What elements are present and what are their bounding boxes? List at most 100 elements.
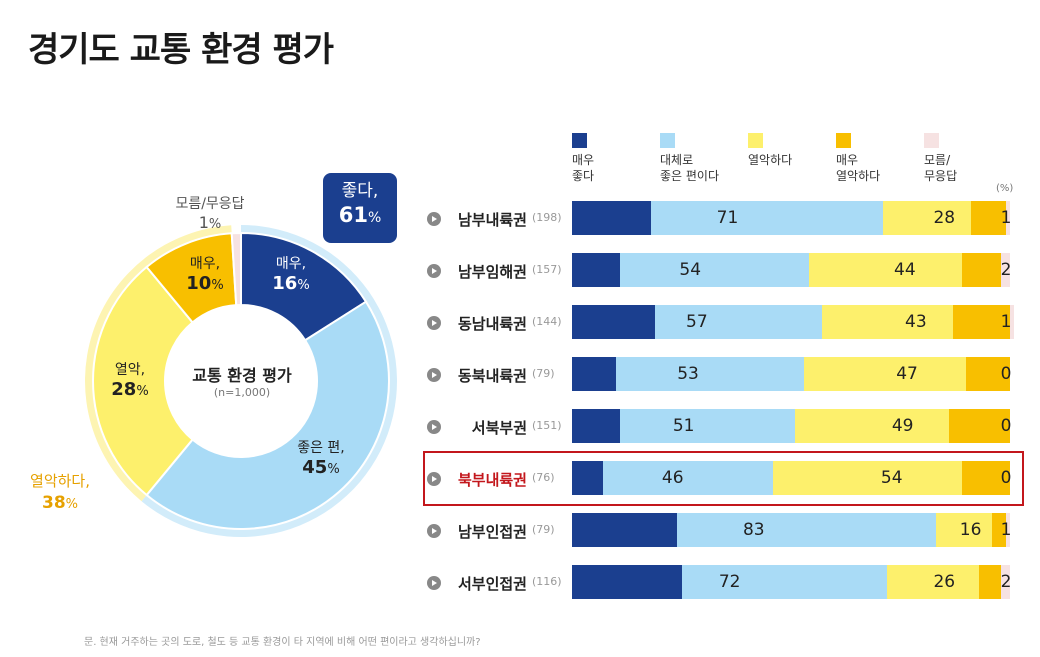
region-name: 동북내륙권: [457, 367, 527, 385]
region-name: 서부인접권: [457, 575, 527, 593]
stacked-bar: 57 43 1: [572, 305, 1015, 339]
no-answer-label: 2: [1000, 260, 1012, 280]
bar-segment-fairly-good: [655, 305, 822, 339]
good-total-label: 46: [661, 468, 684, 488]
no-answer-label: 1: [1000, 520, 1012, 540]
bullet-icon: [427, 212, 441, 226]
highlight-box: [423, 451, 1024, 506]
legend-item: 매우 좋다: [572, 133, 662, 184]
no-answer-label: 0: [1000, 364, 1012, 384]
legend-swatch: [748, 133, 763, 148]
stacked-bar: 71 28 1: [572, 201, 1012, 235]
region-row: 남부인접권 (79) 83 16 1: [0, 513, 1040, 549]
donut-label-no-answer: 모름/무응답 1%: [175, 196, 245, 232]
bar-segment-very-bad: [992, 513, 1006, 547]
bar-segment-bad: [882, 201, 971, 235]
bar-segment-no-answer: [1001, 565, 1010, 599]
bar-segment-bad: [808, 253, 962, 287]
bar-segment-fairly-good: [602, 461, 774, 495]
bad-total-label: 54: [880, 468, 903, 488]
region-row: 남부내륙권 (198) 71 28 1: [0, 201, 1040, 237]
donut-center-n: (n=1,000): [213, 386, 271, 399]
bad-total-label: 26: [933, 572, 956, 592]
donut-label-very-bad: 매우, 10%: [186, 256, 224, 294]
no-answer-label: 1: [1000, 208, 1012, 228]
bar-segment-no-answer: [1001, 253, 1010, 287]
bar-segment-very-bad: [961, 461, 1010, 495]
region-name: 북부내륙권: [457, 471, 527, 489]
bar-segment-bad: [821, 305, 954, 339]
bad-total-label: 열악하다, 38%: [30, 472, 90, 513]
good-total-label: 51: [672, 416, 695, 436]
bad-total-label: 16: [959, 520, 982, 540]
legend-label: 열악하다: [836, 169, 881, 184]
legend-item: 모름/무응답: [924, 133, 1014, 184]
bar-segment-very-good: [572, 565, 682, 599]
donut-label-fairly-good: 좋은 편, 45%: [297, 440, 345, 478]
legend-label: 모름/: [924, 153, 951, 167]
legend-label: 열악하다: [748, 153, 793, 167]
donut-center-title: 교통 환경 평가: [192, 366, 292, 385]
good-total-label: 72: [718, 572, 741, 592]
stacked-bar: 83 16 1: [572, 513, 1012, 547]
legend-label: 좋은 편이다: [660, 169, 720, 184]
region-sample-size: (79): [532, 523, 555, 536]
bar-segment-very-good: [572, 253, 621, 287]
donut-label-bad: 열악, 28%: [111, 362, 149, 400]
no-answer-label: 1: [1000, 312, 1012, 332]
region-row: 북부내륙권 (76) 46 54 0: [0, 461, 1040, 497]
region-name: 동남내륙권: [457, 315, 527, 333]
bullet-icon: [427, 368, 441, 382]
region-row: 동북내륙권 (79) 53 47 0: [0, 357, 1040, 393]
bar-segment-fairly-good: [620, 253, 809, 287]
bar-segment-very-bad: [966, 357, 1010, 391]
legend-swatch: [924, 133, 939, 148]
legend-item: 열악하다: [748, 133, 838, 168]
bad-total-label: 43: [905, 312, 927, 332]
bar-segment-very-good: [572, 461, 603, 495]
bar-segment-very-good: [572, 513, 678, 547]
region-name: 서북부권: [471, 419, 527, 437]
legend-swatch: [836, 133, 851, 148]
page-title: 경기도 교통 환경 평가: [28, 30, 334, 70]
bar-segment-fairly-good: [650, 201, 883, 235]
bar-segment-fairly-good: [620, 409, 796, 443]
bad-total-label: 47: [896, 364, 918, 384]
bullet-icon: [427, 576, 441, 590]
bar-segment-bad: [795, 409, 949, 443]
legend-swatch: [572, 133, 587, 148]
region-row: 남부임해권 (157) 54 44 2: [0, 253, 1040, 289]
bad-total-label: 49: [891, 416, 914, 436]
bullet-icon: [427, 264, 441, 278]
legend-label: 매우: [836, 153, 859, 167]
good-total-label: 71: [716, 208, 739, 228]
region-name: 남부임해권: [457, 263, 527, 281]
bar-segment-bad: [935, 513, 993, 547]
donut-label-very-good: 매우, 16%: [272, 256, 310, 294]
bar-segment-bad: [887, 565, 980, 599]
bar-segment-very-good: [572, 305, 656, 339]
stacked-bar: 54 44 2: [572, 253, 1012, 287]
bad-total-label: 44: [894, 260, 916, 280]
bar-segment-very-bad: [948, 409, 1010, 443]
bar-segment-bad: [804, 357, 967, 391]
stacked-bar: 51 49 0: [572, 409, 1011, 443]
region-row: 서부인접권 (116) 72 26 2: [0, 565, 1040, 601]
legend-label: 좋다: [572, 169, 595, 184]
bullet-icon: [427, 420, 441, 434]
donut-slice-1: [145, 300, 390, 530]
good-total-label: 53: [677, 364, 699, 384]
good-total-label: 83: [742, 520, 765, 540]
region-name: 남부내륙권: [457, 211, 527, 229]
bad-total-label: 28: [933, 208, 956, 228]
footnote: 문. 현재 거주하는 곳의 도로, 철도 등 교통 환경이 타 지역에 비해 어…: [84, 637, 481, 648]
legend-swatch: [660, 133, 675, 148]
bar-segment-very-bad: [970, 201, 1006, 235]
bar-segment-fairly-good: [615, 357, 805, 391]
legend-label: 대체로: [660, 153, 694, 167]
bar-segment-bad: [773, 461, 962, 495]
stacked-bar: 72 26 2: [572, 565, 1011, 599]
